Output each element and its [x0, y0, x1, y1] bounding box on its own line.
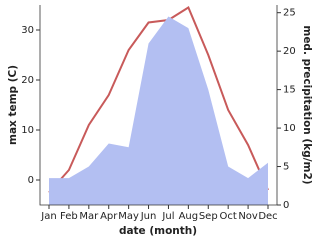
x-axis-label: date (month) — [119, 225, 197, 237]
y-tick-label: 30 — [21, 25, 34, 36]
y-tick-label: 20 — [21, 75, 34, 86]
precip-area — [49, 16, 268, 205]
x-tick-label: Jul — [161, 211, 174, 222]
y-tick-label: 10 — [21, 125, 34, 136]
y2-axis-label: med. precipitation (kg/m2) — [301, 25, 313, 184]
x-tick-label: Nov — [238, 211, 258, 222]
y2-tick-label: 5 — [283, 162, 289, 173]
y2-tick-label: 10 — [283, 123, 296, 134]
y-tick-label: 0 — [28, 175, 34, 186]
x-tick-label: Dec — [258, 211, 277, 222]
x-tick-label: Jan — [40, 211, 56, 222]
x-tick-label: Aug — [179, 211, 199, 222]
y2-tick-label: 25 — [283, 8, 296, 19]
x-tick-label: Jun — [140, 211, 157, 222]
x-tick-label: Oct — [220, 211, 237, 222]
y-axis-label: max temp (C) — [7, 65, 19, 145]
x-tick-label: May — [118, 211, 139, 222]
x-tick-label: Sep — [199, 211, 218, 222]
y2-tick-label: 20 — [283, 46, 296, 57]
y2-tick-label: 15 — [283, 85, 296, 96]
x-tick-label: Apr — [100, 211, 118, 222]
frame — [39, 5, 278, 206]
x-tick-label: Feb — [60, 211, 78, 222]
x-tick-label: Mar — [79, 211, 99, 222]
y2-tick-label: 0 — [283, 200, 289, 211]
temp-line — [48, 6, 269, 194]
